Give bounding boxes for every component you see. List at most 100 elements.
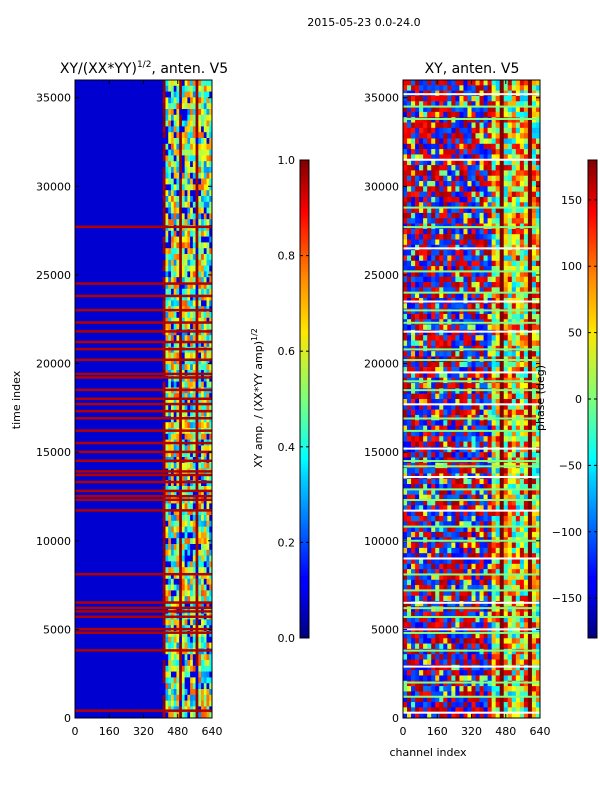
phase-cell <box>479 202 484 208</box>
amp-band-cell <box>203 671 207 678</box>
phase-cell <box>535 149 541 155</box>
amp-band-cell <box>173 358 177 365</box>
amp-ytick-label: 10000 <box>36 535 71 548</box>
phase-cell <box>479 441 484 448</box>
phase-cell <box>463 271 468 278</box>
amp-band-cell <box>195 143 199 150</box>
phase-cell <box>447 133 452 139</box>
amp-band-cell <box>206 590 210 597</box>
phase-cell <box>519 106 525 113</box>
amp-band-cell <box>201 509 205 516</box>
phase-cell <box>491 191 496 198</box>
phase-cell <box>443 494 448 501</box>
phase-cell <box>443 420 448 426</box>
amp-flagged-row <box>75 649 212 652</box>
phase-cell <box>459 388 464 394</box>
amp-band-cell <box>165 700 169 707</box>
amp-band-cell <box>184 619 188 626</box>
phase-cell <box>499 154 505 161</box>
amp-band-cell <box>187 161 191 168</box>
phase-cell <box>435 324 440 331</box>
phase-cell <box>451 191 456 198</box>
phase-cell <box>491 452 496 458</box>
amp-band-cell <box>184 323 188 330</box>
phase-cell <box>411 276 416 283</box>
amp-band-cell <box>168 242 172 249</box>
phase-cell <box>471 95 476 102</box>
phase-cell <box>503 122 509 129</box>
amp-band-cell <box>173 178 177 185</box>
phase-cell <box>427 399 432 405</box>
amp-band-cell <box>173 201 177 208</box>
phase-cell <box>471 372 476 379</box>
phase-cell <box>535 515 541 522</box>
phase-cell <box>447 117 452 123</box>
amp-band-cell <box>190 317 194 324</box>
phase-cell <box>447 122 452 129</box>
phase-cell <box>459 127 464 134</box>
amp-band-cell <box>192 474 196 481</box>
phase-cell <box>519 388 525 394</box>
amp-band-cell <box>168 636 172 643</box>
amp-band-cell <box>184 451 188 458</box>
phase-cell <box>491 138 496 145</box>
phase-cell <box>431 234 436 240</box>
phase-cell <box>523 127 529 134</box>
phase-cell <box>455 239 460 246</box>
amp-band-cell <box>203 242 207 249</box>
amp-band-cell <box>190 178 194 185</box>
phase-cell <box>523 149 529 155</box>
phase-cell <box>435 117 440 123</box>
phase-cell <box>527 212 533 219</box>
amp-band-cell <box>184 433 188 440</box>
amp-band-cell <box>165 619 169 626</box>
amp-band-cell <box>190 544 194 551</box>
phase-cell <box>427 85 432 91</box>
phase-cell <box>515 138 521 145</box>
phase-cell <box>403 388 408 394</box>
phase-cell <box>459 430 464 437</box>
phase-cell <box>407 436 412 442</box>
phase-cell <box>427 372 432 379</box>
amp-band-cell <box>198 700 202 707</box>
amp-band-cell <box>181 155 185 162</box>
phase-cell <box>519 393 525 400</box>
amp-band-cell <box>195 277 199 284</box>
phase-cell <box>519 111 525 118</box>
phase-cell <box>491 228 496 235</box>
phase-cell <box>431 526 436 533</box>
phase-cell <box>439 266 444 272</box>
amp-band-cell <box>198 352 202 359</box>
amp-band-cell <box>195 526 199 533</box>
phase-cell <box>455 521 460 527</box>
phase-cell <box>511 111 517 118</box>
phase-cell <box>523 181 529 187</box>
phase-cell <box>455 478 460 485</box>
phase-cell <box>467 282 472 288</box>
amp-band-cell <box>209 103 213 110</box>
phase-cell <box>483 313 488 320</box>
phase-cell <box>411 191 416 198</box>
amp-band-cell <box>195 294 199 301</box>
phase-cell <box>531 420 537 426</box>
amp-band-cell <box>168 544 172 551</box>
phase-cell <box>407 127 412 134</box>
phase-cell <box>475 95 480 102</box>
amp-band-cell <box>184 161 188 168</box>
phase-cell <box>459 484 464 490</box>
amp-band-cell <box>168 567 172 574</box>
amp-band-cell <box>195 242 199 249</box>
amp-band-cell <box>203 544 207 551</box>
phase-cell <box>443 383 448 389</box>
phase-cell <box>459 282 464 288</box>
amp-band-cell <box>165 294 169 301</box>
phase-cell <box>531 329 537 336</box>
phase-cell <box>527 191 533 198</box>
phase-cell <box>519 526 525 533</box>
phase-cell <box>463 143 468 150</box>
phase-cell <box>483 111 488 118</box>
phase-cell <box>423 521 428 527</box>
phase-cell <box>455 266 460 272</box>
phase-cell <box>419 484 424 490</box>
phase-cell <box>499 292 505 299</box>
